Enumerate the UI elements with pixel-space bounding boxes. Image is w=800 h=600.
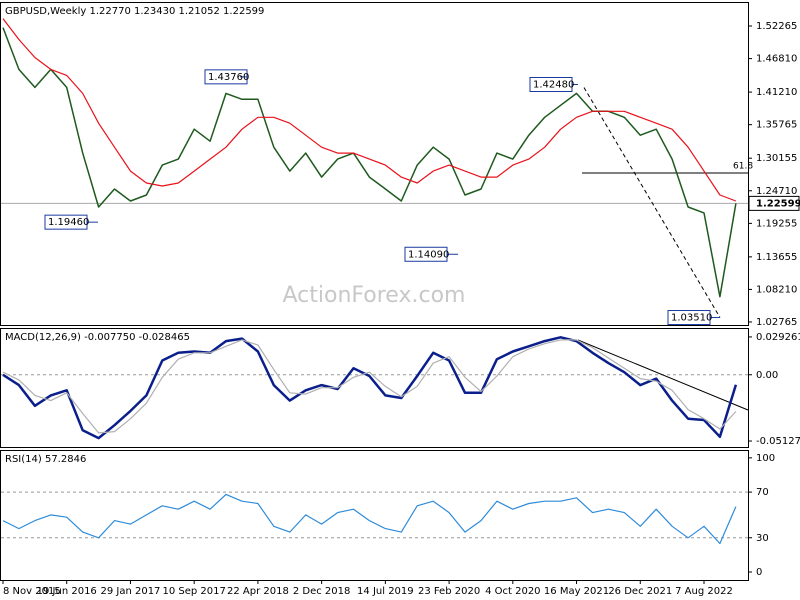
x-tick-label: 7 Aug 2022 xyxy=(675,586,733,597)
x-tick-label: 8 Nov 2015 xyxy=(3,586,61,597)
y-tick-label: 1.13655 xyxy=(756,252,797,263)
series-line xyxy=(2,18,737,202)
pivot-label: 1.14090 xyxy=(408,249,449,260)
y-tick-label: 0.00 xyxy=(756,370,778,381)
y-tick-label: 1.19255 xyxy=(756,218,797,229)
y-tick-label: 1.41210 xyxy=(756,87,797,98)
last-price-label: 1.22599 xyxy=(756,198,800,209)
x-tick-label: 10 Sep 2017 xyxy=(162,586,225,597)
macd-trend-line xyxy=(577,339,749,411)
y-tick-label: 70 xyxy=(756,487,769,498)
x-tick-label: 22 Apr 2018 xyxy=(227,586,289,597)
y-tick-label: 0 xyxy=(756,567,762,578)
price-frame xyxy=(0,2,749,326)
y-tick-label: 30 xyxy=(756,533,769,544)
x-tick-label: 23 Feb 2020 xyxy=(418,586,480,597)
x-tick-label: 14 Jul 2019 xyxy=(357,586,414,597)
y-tick-label: 1.35765 xyxy=(756,120,797,131)
macd-frame xyxy=(0,328,749,448)
series-line xyxy=(2,339,737,434)
pivot-label: 1.43760 xyxy=(208,72,249,83)
pivot-label: 1.03510 xyxy=(671,313,712,324)
y-tick-label: 1.46810 xyxy=(756,54,797,65)
rsi-frame xyxy=(0,450,749,581)
y-tick-label: 1.08210 xyxy=(756,284,797,295)
y-tick-label: 1.24710 xyxy=(756,186,797,197)
x-tick-label: 4 Oct 2020 xyxy=(485,586,540,597)
x-tick-label: 19 Jun 2016 xyxy=(37,586,97,597)
last-price-box xyxy=(748,195,800,211)
y-tick-label: 1.52265 xyxy=(756,21,797,32)
watermark: ActionForex.com xyxy=(283,283,466,308)
y-tick-label: 1.02765 xyxy=(756,317,797,328)
y-tick-label: 0.029261 xyxy=(756,332,800,343)
series-line xyxy=(2,27,737,298)
macd-title: MACD(12,26,9) -0.007750 -0.028465 xyxy=(5,332,190,343)
x-tick-label: 26 Dec 2021 xyxy=(608,586,672,597)
chart-title: GBPUSD,Weekly 1.22770 1.23430 1.21052 1.… xyxy=(5,6,264,17)
rsi-title: RSI(14) 57.2846 xyxy=(5,454,86,465)
y-tick-label: 100 xyxy=(756,453,775,464)
x-tick-label: 29 Jan 2017 xyxy=(100,586,160,597)
x-tick-label: 2 Dec 2018 xyxy=(293,586,351,597)
y-tick-label: 1.30155 xyxy=(756,153,797,164)
pivot-label: 1.19460 xyxy=(48,217,89,228)
fib-label: 61.8 xyxy=(733,161,753,171)
x-tick-label: 16 May 2021 xyxy=(544,586,609,597)
series-line xyxy=(2,493,737,545)
series-line xyxy=(2,336,738,440)
trend-line xyxy=(583,87,721,318)
pivot-label: 1.42480 xyxy=(533,80,574,91)
y-tick-label: -0.051279 xyxy=(756,436,800,447)
